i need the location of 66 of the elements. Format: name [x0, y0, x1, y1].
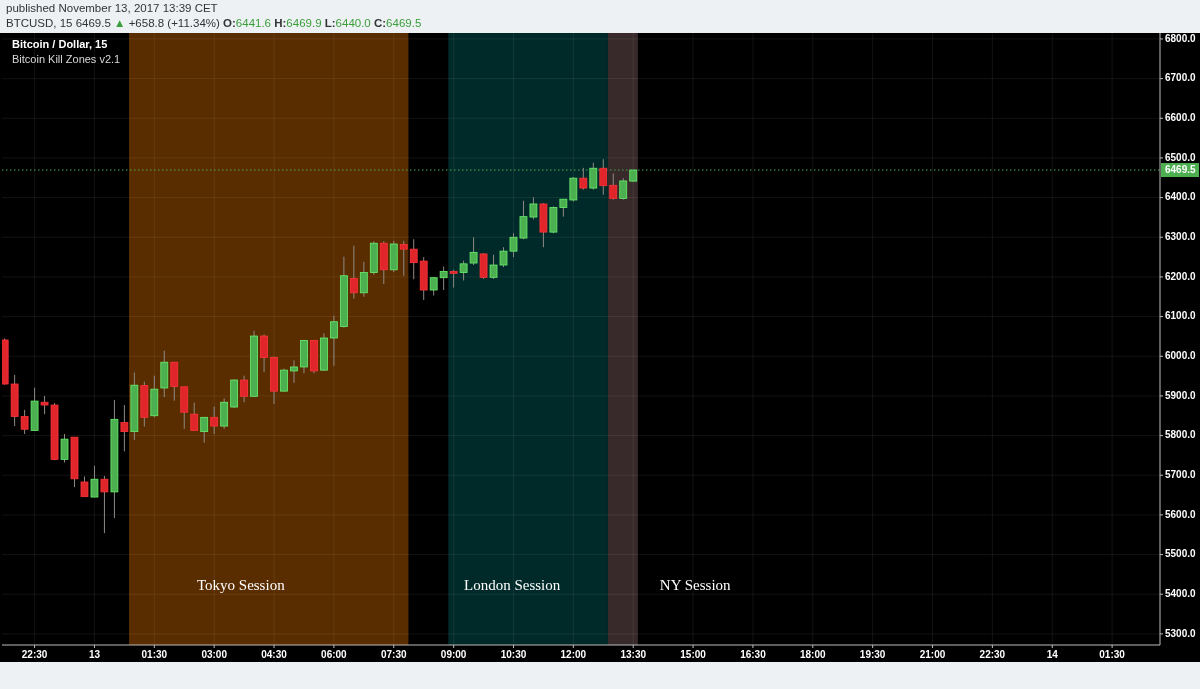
candlestick — [60, 433, 69, 464]
band-label: Tokyo Session — [196, 577, 286, 594]
x-tick-label: 14 — [1046, 649, 1059, 660]
x-tick-label: 01:30 — [1099, 649, 1126, 660]
y-tick-label: 5300.0 — [1165, 627, 1197, 639]
x-tick-label: 03:00 — [201, 649, 228, 660]
x-tick-label: 13:30 — [620, 649, 647, 660]
y-tick-label: 6800.0 — [1165, 32, 1197, 44]
y-tick-label: 5700.0 — [1165, 468, 1197, 480]
ref-line-label: 6469.5 — [1165, 163, 1197, 175]
y-tick-label: 5400.0 — [1165, 587, 1197, 599]
y-tick-label: 6500.0 — [1165, 151, 1197, 163]
text: BTCUSD, 15 6469.5 ▲ +658.8 (+11.34%) O:6441.6 H:6469.9 L:6440.0 C:6469.5 — [6, 17, 422, 29]
candlestick — [80, 475, 89, 498]
x-tick-label: 18:00 — [800, 649, 827, 660]
x-tick-label: 10:30 — [500, 649, 527, 660]
candlestick — [579, 167, 588, 191]
y-tick-label: 5800.0 — [1165, 429, 1197, 441]
candlestick — [90, 465, 99, 498]
candlestick — [599, 158, 608, 196]
band-label: NY Session — [659, 577, 732, 594]
x-tick-label: 16:30 — [740, 649, 767, 660]
x-tick-label: 01:30 — [141, 649, 168, 660]
candlestick — [479, 252, 488, 280]
candlestick — [439, 266, 448, 291]
candlestick — [399, 240, 408, 277]
x-tick-label: 06:00 — [321, 649, 348, 660]
y-tick-label: 6100.0 — [1165, 310, 1197, 322]
y-tick-label: 5500.0 — [1165, 548, 1197, 560]
y-tick-label: 5600.0 — [1165, 508, 1197, 520]
x-tick-label: 22:30 — [21, 649, 48, 660]
candlestick — [409, 238, 418, 280]
y-tick-label: 6700.0 — [1165, 72, 1197, 84]
y-tick-label: 6200.0 — [1165, 270, 1197, 282]
candlestick — [240, 375, 248, 403]
x-tick-label: 19:30 — [859, 649, 886, 660]
candlestick — [609, 172, 618, 201]
candlestick — [260, 333, 268, 373]
x-tick-label: 22:30 — [979, 649, 1006, 660]
x-tick-label: 09:00 — [440, 649, 467, 660]
y-tick-label: 5900.0 — [1165, 389, 1197, 401]
candlestick — [359, 261, 368, 298]
candlestick — [190, 402, 199, 431]
x-tick-label: 13 — [88, 649, 101, 660]
x-tick-label: 15:00 — [680, 649, 707, 660]
candlestick — [330, 315, 338, 367]
x-tick-label: 04:30 — [261, 649, 288, 660]
x-tick-label: 07:30 — [380, 649, 407, 660]
candlestick — [100, 475, 109, 534]
y-tick-label: 6600.0 — [1165, 111, 1197, 123]
candlestick — [120, 404, 129, 452]
candlestick — [290, 359, 298, 384]
candlestick — [210, 406, 219, 435]
y-tick-label: 6000.0 — [1165, 349, 1197, 361]
x-tick-label: 21:00 — [919, 649, 946, 660]
candlestick — [619, 177, 628, 201]
text: published November 13, 2017 13:39 CET — [6, 2, 218, 14]
y-tick-label: 6400.0 — [1165, 191, 1197, 203]
band-label: London Session — [464, 577, 561, 594]
x-tick-label: 12:00 — [560, 649, 587, 660]
candlestick — [349, 245, 358, 300]
chart-title: Bitcoin / Dollar, 15 — [12, 38, 108, 50]
text: Bitcoin Kill Zones v2.1 — [12, 53, 121, 65]
candlestick — [220, 397, 229, 430]
candlestick — [200, 416, 209, 444]
y-tick-label: 6300.0 — [1165, 230, 1197, 242]
